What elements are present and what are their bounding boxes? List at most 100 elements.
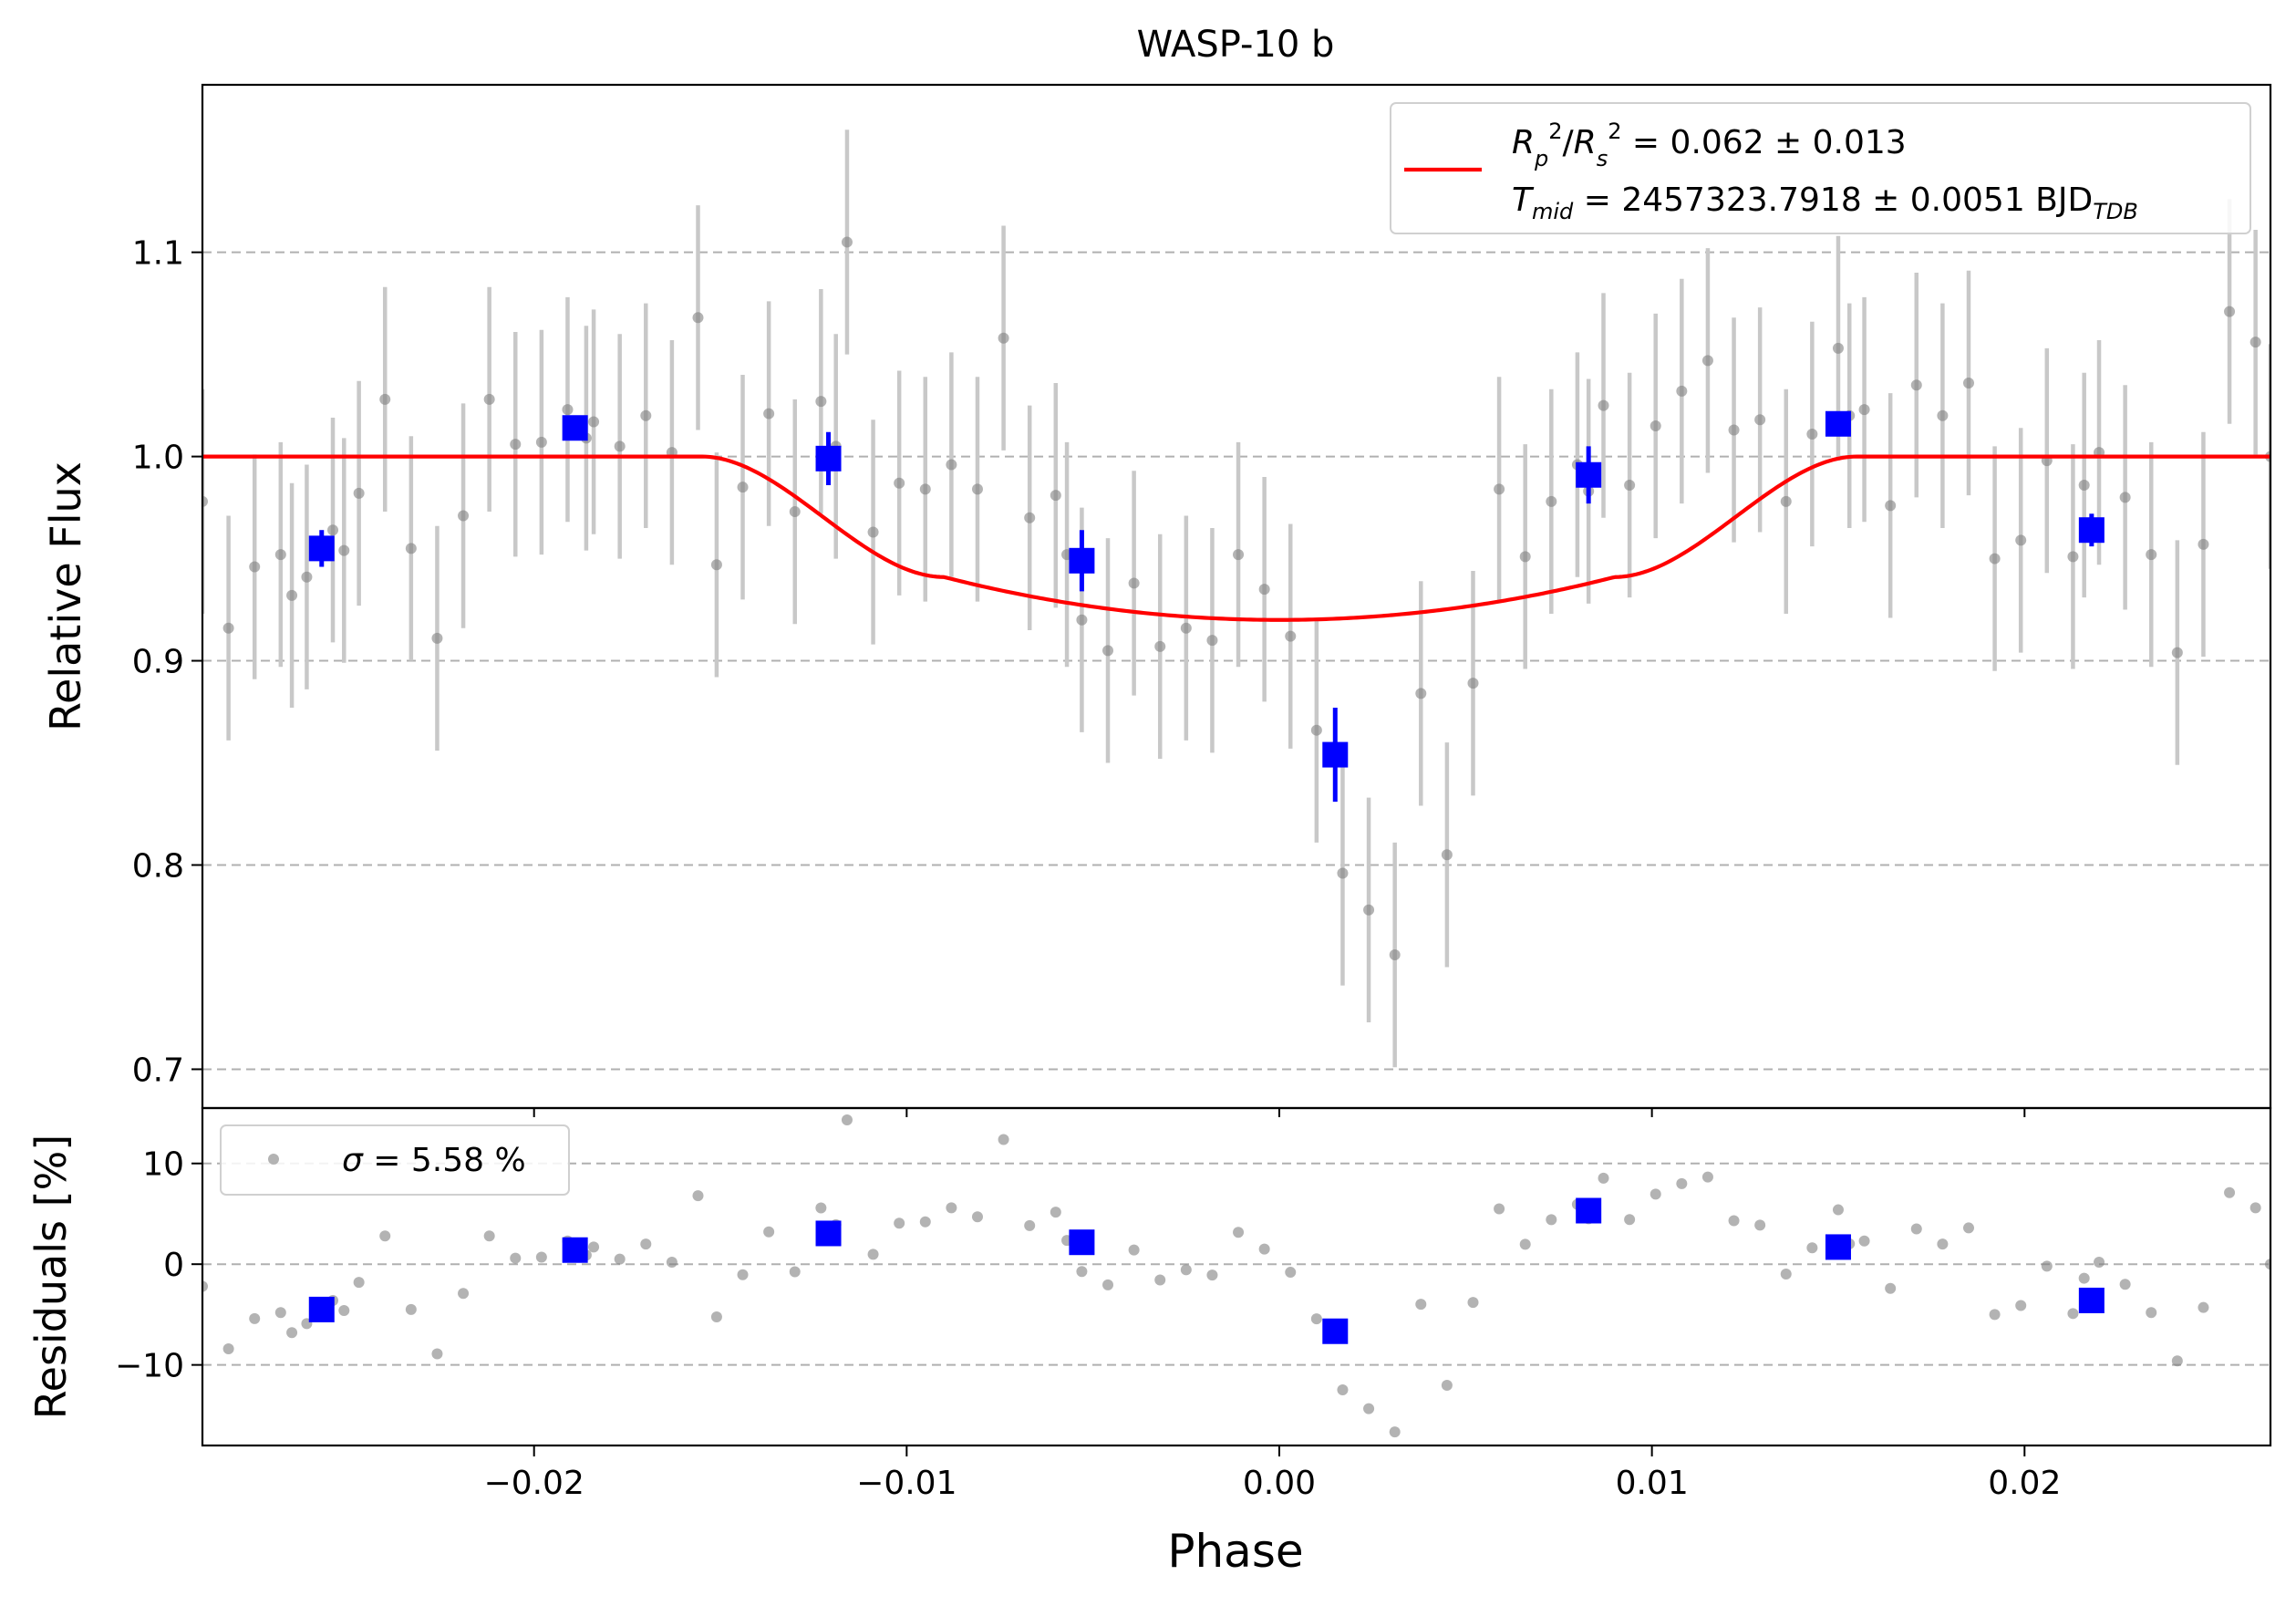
residual-point (789, 1266, 801, 1278)
raw-point (286, 589, 298, 601)
residual-point (353, 1277, 365, 1289)
residual-point (1910, 1223, 1922, 1235)
raw-point (588, 416, 600, 428)
raw-point (1650, 420, 1661, 431)
raw-point (327, 524, 339, 536)
x-axis-label: Phase (1167, 1525, 1303, 1578)
residual-point (737, 1269, 749, 1280)
raw-point (2224, 306, 2236, 317)
raw-point (274, 549, 286, 561)
residual-point (1858, 1235, 1870, 1247)
raw-point (1885, 500, 1897, 512)
raw-point (1701, 355, 1713, 367)
residual-point (1962, 1222, 1974, 1234)
raw-point (1624, 479, 1636, 491)
residual-point (2146, 1307, 2157, 1319)
residual-point (1728, 1215, 1740, 1227)
raw-point (841, 236, 853, 248)
residual-point (867, 1249, 879, 1260)
residual-point (894, 1217, 905, 1229)
residual-point (2171, 1355, 2183, 1367)
residual-point (274, 1307, 286, 1319)
residual-point (510, 1252, 522, 1264)
raw-point (1546, 495, 1557, 507)
transit-model-curve (202, 454, 2270, 622)
residual-points (202, 1114, 2270, 1438)
binned-residual-point (1825, 1234, 1851, 1260)
residual-point (1806, 1242, 1818, 1254)
binned-point (308, 535, 335, 562)
top-legend-line-1: Rp2/Rs2 = 0.062 ± 0.013 (1512, 119, 1907, 171)
residual-point (614, 1253, 626, 1265)
raw-point (1310, 724, 1322, 736)
raw-point (614, 440, 626, 452)
raw-point (535, 436, 547, 448)
residual-point (815, 1202, 827, 1214)
raw-point (2249, 337, 2261, 348)
bottom-y-axis-label: Residuals [%] (26, 1135, 76, 1419)
raw-point (737, 482, 749, 493)
residual-point (1102, 1279, 1114, 1290)
x-tick-label: −0.02 (484, 1465, 584, 1502)
raw-point (710, 559, 722, 571)
raw-point (1389, 949, 1401, 961)
residual-point (1754, 1219, 1766, 1231)
raw-point (2198, 538, 2209, 550)
residual-point (1128, 1244, 1140, 1256)
raw-point (1598, 399, 1609, 411)
residual-point (1937, 1238, 1949, 1250)
residual-point (1885, 1282, 1897, 1294)
bottom-y-tick-label: 0 (163, 1247, 184, 1284)
residual-point (1180, 1264, 1192, 1276)
x-tick-label: 0.02 (1988, 1465, 2061, 1502)
binned-residual-point (2078, 1287, 2105, 1313)
raw-point (1206, 635, 1218, 647)
residual-point (1624, 1214, 1636, 1226)
raw-point (2146, 549, 2157, 561)
bottom-y-tick-label: −10 (115, 1348, 184, 1385)
residual-point (338, 1305, 350, 1316)
binned-point (562, 415, 588, 441)
top-legend: Rp2/Rs2 = 0.062 ± 0.013 Tmid = 2457323.7… (1390, 102, 2251, 234)
raw-point (1337, 867, 1349, 879)
binned-residual-point (1576, 1197, 1602, 1224)
x-axis-ticks: −0.02 −0.01 0.00 0.01 0.02 (484, 1108, 2061, 1502)
residual-point (588, 1241, 600, 1253)
raw-point (353, 487, 365, 499)
residual-point (841, 1114, 853, 1125)
raw-point (1519, 551, 1531, 563)
top-y-tick-label: 0.9 (132, 644, 184, 681)
raw-point (483, 393, 495, 405)
raw-point (867, 526, 879, 538)
raw-point (815, 396, 827, 408)
raw-point (1780, 495, 1792, 507)
binned-point (1322, 741, 1349, 768)
raw-point (1102, 645, 1114, 657)
raw-point (249, 561, 261, 573)
raw-point (640, 409, 652, 421)
residual-point (2119, 1279, 2131, 1290)
binned-residual-point (562, 1237, 588, 1263)
residual-point (1363, 1403, 1375, 1414)
top-legend-box (1390, 102, 2251, 234)
binned-residual-point (815, 1220, 842, 1247)
raw-point (1754, 414, 1766, 426)
raw-point (1494, 483, 1505, 495)
raw-point (1806, 428, 1818, 440)
residual-point (1076, 1266, 1088, 1278)
top-y-axis-ticks: 0.7 0.8 0.9 1.0 1.1 (132, 235, 202, 1089)
raw-point (379, 393, 391, 405)
raw-point (763, 408, 775, 420)
residual-point (2094, 1256, 2105, 1268)
raw-point (1937, 409, 1949, 421)
residual-point (286, 1327, 298, 1339)
bottom-panel: −10 0 10 −0.02 −0.01 0.00 0.01 0.02 Residuals … (26, 1106, 2272, 1578)
residual-point (1467, 1297, 1479, 1309)
residual-point (1206, 1269, 1218, 1281)
residual-point (1650, 1188, 1661, 1200)
raw-point (998, 332, 1009, 344)
raw-point (2171, 647, 2183, 658)
residual-point (2224, 1186, 2236, 1198)
